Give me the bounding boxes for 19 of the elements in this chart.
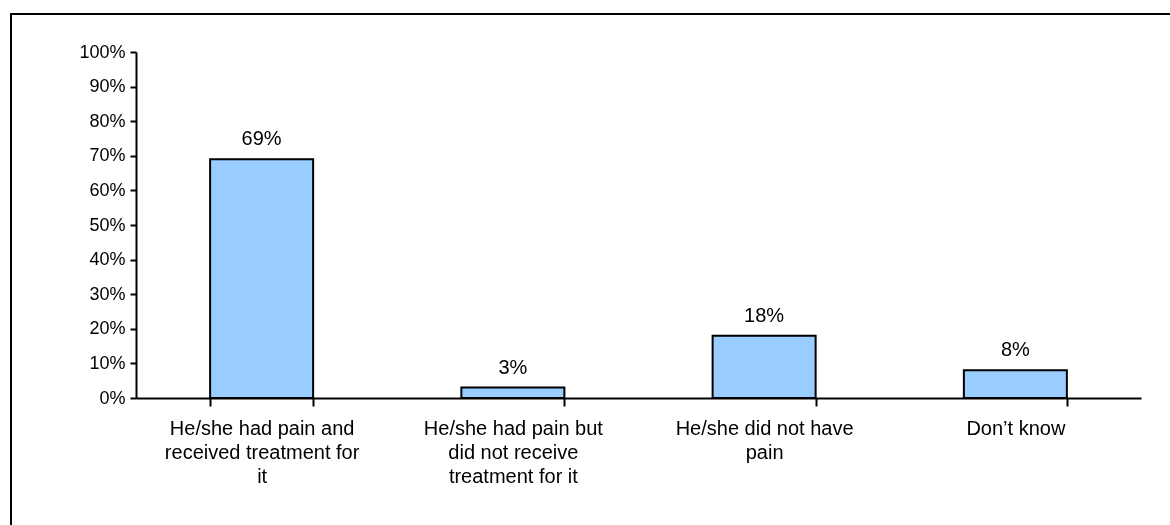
y-tick-label: 50% [89, 214, 126, 235]
y-tick-label: 40% [89, 249, 126, 270]
data-label: 3% [498, 355, 528, 378]
data-label: 69% [241, 127, 282, 150]
data-label: 18% [744, 303, 785, 326]
x-tick-label: Don’t know [966, 416, 1066, 439]
x-tick-label: He/she had pain and received treatment for it [164, 416, 360, 487]
y-tick-label: 100% [79, 41, 126, 62]
y-tick-label: 20% [89, 318, 126, 339]
data-label: 8% [1000, 338, 1031, 361]
y-tick-label: 10% [89, 352, 126, 373]
y-tick-label: 80% [89, 110, 126, 131]
y-tick-label: 60% [89, 179, 126, 200]
y-tick-label: 90% [89, 76, 126, 97]
y-tick-label: 0% [99, 387, 126, 408]
y-tick-label: 30% [89, 283, 126, 304]
x-tick-label: He/she did not have pain [675, 416, 854, 463]
x-tick-label: He/she had pain but did not receive treatment for it [423, 416, 604, 487]
y-tick-label: 70% [89, 145, 126, 166]
